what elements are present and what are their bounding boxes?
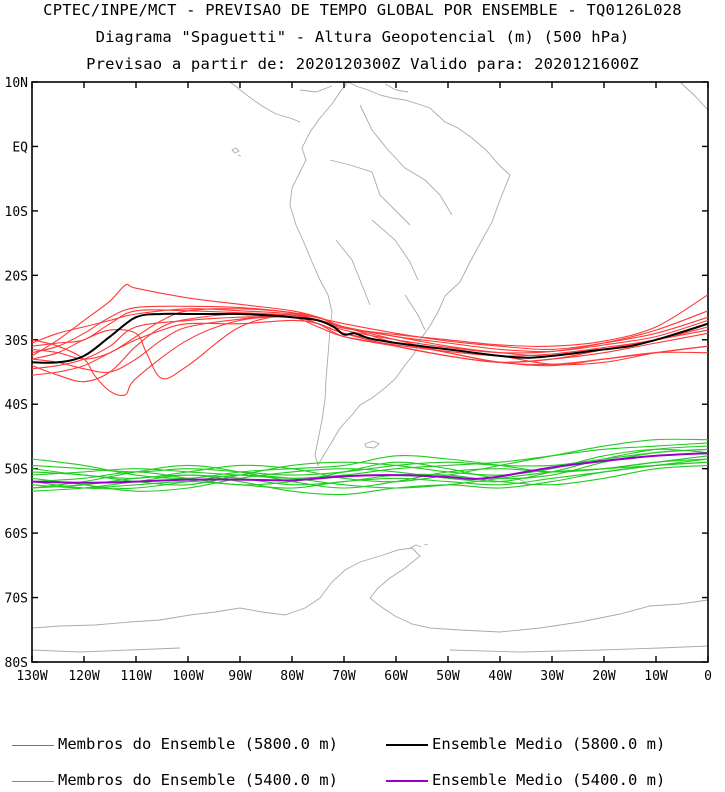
south-shetland-islands xyxy=(409,543,429,549)
series-line-members-5800-11 xyxy=(31,305,709,354)
legend-label-members-5800: Membros do Ensemble (5800.0 m) xyxy=(58,735,338,753)
x-tick-label: 70W xyxy=(332,669,356,684)
antarctica-coastline xyxy=(31,547,709,633)
x-tick-label: 100W xyxy=(172,669,203,684)
y-tick-label: 80S xyxy=(5,656,28,671)
series-line-members-5800-4 xyxy=(31,314,709,373)
y-tick-label: 60S xyxy=(5,527,28,542)
series-line-members-5800-3 xyxy=(31,283,709,357)
x-tick-label: 10W xyxy=(644,669,668,684)
x-tick-label: 30W xyxy=(540,669,564,684)
series-line-mean-5400 xyxy=(31,452,709,484)
series-line-members-5800-10 xyxy=(31,308,709,353)
antarctic-ice-shelf xyxy=(31,645,709,653)
chart-title-line-1: CPTEC/INPE/MCT - PREVISAO DE TEMPO GLOBA… xyxy=(43,1,682,19)
x-tick-label: 0 xyxy=(704,669,712,684)
y-tick-label: EQ xyxy=(12,140,28,155)
series-line-members-5400-11 xyxy=(31,448,709,476)
x-tick-label: 120W xyxy=(68,669,99,684)
y-tick-label: 20S xyxy=(5,269,28,284)
series-line-members-5400-1 xyxy=(31,442,709,479)
chart-title-line-3: Previsao a partir de: 2020120300Z Valido… xyxy=(86,55,639,73)
x-tick-label: 50W xyxy=(436,669,460,684)
legend-swatch-members-5800 xyxy=(12,745,54,746)
series-line-members-5800-8 xyxy=(31,313,709,383)
y-tick-label: 70S xyxy=(5,592,28,607)
y-tick-label: 10S xyxy=(5,205,28,220)
series-line-members-5800-6 xyxy=(31,294,709,360)
series-line-mean-5800 xyxy=(31,312,709,364)
chart-title-line-2: Diagrama "Spaguetti" - Altura Geopotenci… xyxy=(95,28,630,46)
plot-axes: 130W 120W 110W 100W 90W 80W 70W 60W 50W 40W 30W 20W… xyxy=(5,76,712,684)
series-line-members-5800-9 xyxy=(31,312,709,380)
x-tick-label: 20W xyxy=(592,669,616,684)
series-line-members-5400-10 xyxy=(31,461,709,490)
x-tick-label: 60W xyxy=(384,669,408,684)
coastline-map xyxy=(31,81,709,653)
plot-frame xyxy=(31,81,709,663)
falklands-coastline xyxy=(364,440,380,449)
series-layer xyxy=(31,283,709,496)
y-tick-label: 10N xyxy=(5,76,28,91)
x-tick-label: 90W xyxy=(228,669,252,684)
series-line-members-5400-12 xyxy=(31,464,709,489)
y-tick-label: 40S xyxy=(5,398,28,413)
africa-coastline xyxy=(679,81,709,111)
legend-label-mean-5400: Ensemble Medio (5400.0 m) xyxy=(432,771,666,789)
galapagos-coastline xyxy=(231,147,242,157)
legend-label-members-5400: Membros do Ensemble (5400.0 m) xyxy=(58,771,338,789)
country-borders xyxy=(329,104,453,331)
legend-swatch-mean-5800 xyxy=(386,744,428,746)
x-tick-label: 40W xyxy=(488,669,512,684)
legend-label-mean-5800: Ensemble Medio (5800.0 m) xyxy=(432,735,666,753)
spaghetti-chart: 130W 120W 110W 100W 90W 80W 70W 60W 50W 40W 30W 20W… xyxy=(5,76,712,684)
legend-swatch-mean-5400 xyxy=(386,780,428,782)
legend-swatch-members-5400 xyxy=(12,781,54,782)
x-tick-label: 130W xyxy=(16,669,47,684)
x-tick-label: 80W xyxy=(280,669,304,684)
south-america-coastline xyxy=(289,81,511,467)
y-tick-label: 30S xyxy=(5,334,28,349)
x-tick-label: 110W xyxy=(120,669,151,684)
central-america-coastline xyxy=(229,81,409,123)
y-tick-label: 50S xyxy=(5,463,28,478)
